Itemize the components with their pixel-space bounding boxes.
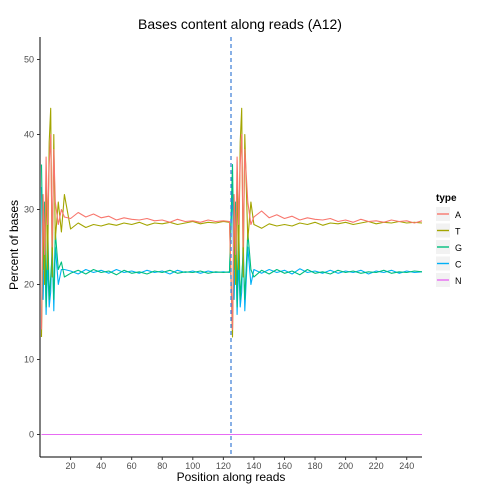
x-tick-label: 80 (157, 461, 167, 471)
y-tick-label: 40 (24, 130, 34, 140)
x-tick-label: 240 (399, 461, 414, 471)
legend-title: type (436, 193, 457, 204)
plot-area: 0 10 20 30 40 50 20 40 60 80 100 120 140 160 180 200 220… (24, 37, 423, 471)
series-line-A (40, 133, 423, 331)
x-tick-label: 100 (185, 461, 200, 471)
series-line-G (40, 163, 423, 308)
x-tick-label: 20 (66, 461, 76, 471)
x-tick-label: 120 (216, 461, 231, 471)
legend-label-G: G (455, 243, 462, 253)
x-tick-label: 200 (338, 461, 353, 471)
legend-label-C: C (455, 260, 462, 270)
x-tick-label: 40 (96, 461, 106, 471)
legend-label-N: N (455, 276, 462, 286)
y-tick-label: 0 (29, 430, 34, 440)
legend-label-A: A (455, 210, 461, 220)
y-tick-label: 30 (24, 205, 34, 215)
x-axis-title: Position along reads (177, 470, 286, 484)
y-tick-label: 10 (24, 355, 34, 365)
x-tick-label: 60 (127, 461, 137, 471)
legend-label-T: T (455, 227, 461, 237)
x-tick-label: 140 (246, 461, 261, 471)
y-tick-label: 20 (24, 280, 34, 290)
x-tick-label: 180 (308, 461, 323, 471)
chart-title: Bases content along reads (A12) (138, 16, 342, 32)
x-tick-label: 220 (369, 461, 384, 471)
y-axis-title: Percent of bases (7, 200, 21, 290)
y-tick-label: 50 (24, 55, 34, 65)
x-tick-label: 160 (277, 461, 292, 471)
